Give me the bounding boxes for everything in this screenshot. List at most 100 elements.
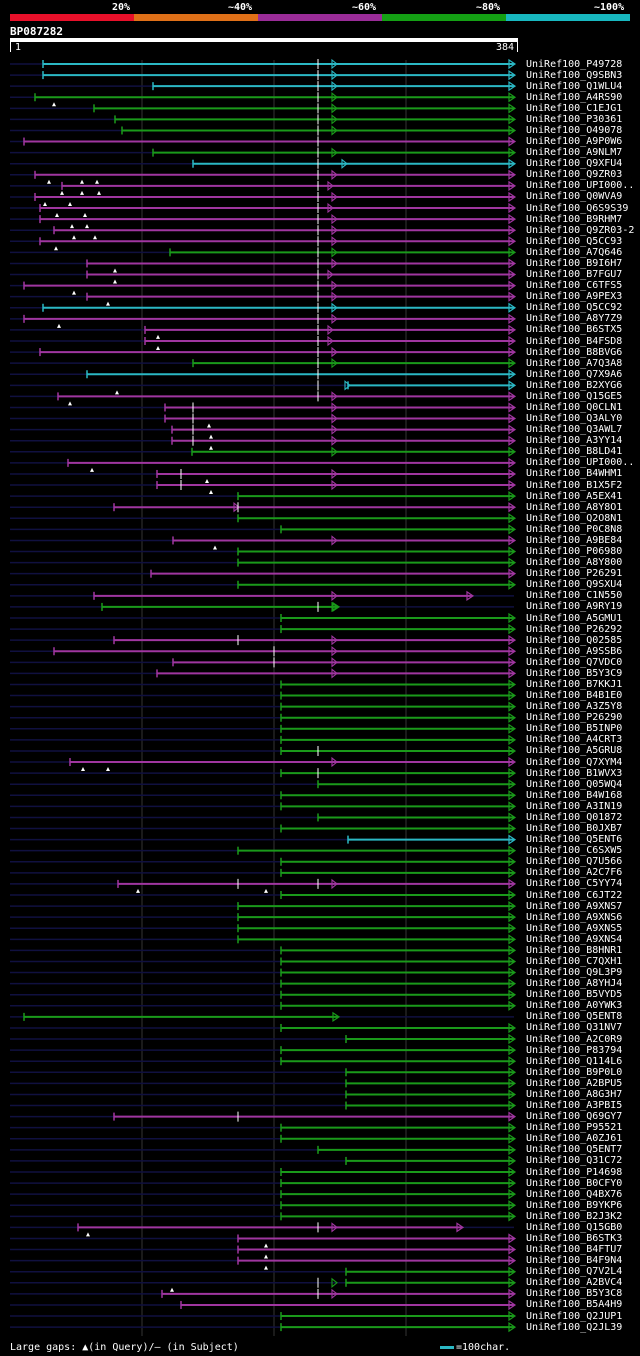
hit-label[interactable]: UniRef100_O49078 [526, 124, 623, 136]
hit-label[interactable]: UniRef100_A9XNS7 [526, 900, 623, 912]
hit-label[interactable]: UniRef100_A9NLM7 [526, 147, 623, 159]
hit-label[interactable]: UniRef100_C6JT22 [526, 889, 623, 901]
hit-label[interactable]: UniRef100_B6STK3 [526, 1232, 623, 1244]
hit-label[interactable]: UniRef100_B9YKP6 [526, 1199, 623, 1211]
hit-label[interactable]: UniRef100_B5Y3C9 [526, 667, 623, 679]
hit-label[interactable]: UniRef100_Q7VDC0 [526, 656, 623, 668]
hit-label[interactable]: UniRef100_A9P0W6 [526, 136, 623, 148]
hit-label[interactable]: UniRef100_Q7V2L4 [526, 1266, 623, 1278]
hit-label[interactable]: UniRef100_Q05WQ4 [526, 778, 623, 790]
hit-label[interactable]: UniRef100_B1WVX3 [526, 767, 623, 779]
hit-label[interactable]: UniRef100_A5GRU8 [526, 745, 623, 757]
hit-label[interactable]: UniRef100_B4W168 [526, 789, 623, 801]
hit-label[interactable]: UniRef100_Q9ZR03 [526, 169, 623, 181]
hit-label[interactable]: UniRef100_A2C7F6 [526, 867, 623, 879]
hit-label[interactable]: UniRef100_P0C8N8 [526, 523, 623, 535]
hit-label[interactable]: UniRef100_Q15GE5 [526, 390, 623, 402]
hit-label[interactable]: UniRef100_A9BE84 [526, 534, 623, 546]
hit-label[interactable]: UniRef100_A2BPU5 [526, 1077, 623, 1089]
hit-label[interactable]: UniRef100_B0JXB7 [526, 823, 623, 835]
hit-label[interactable]: UniRef100_C6SXW5 [526, 845, 623, 857]
hit-label[interactable]: UniRef100_C1EJG1 [526, 102, 623, 114]
hit-label[interactable]: UniRef100_P26292 [526, 623, 623, 635]
hit-label[interactable]: UniRef100_A5GMU1 [526, 612, 623, 624]
hit-label[interactable]: UniRef100_A8YHJ4 [526, 978, 623, 990]
hit-label[interactable]: UniRef100_A4CRT3 [526, 734, 623, 746]
hit-label[interactable]: UniRef100_Q5ENT8 [526, 1011, 623, 1023]
hit-label[interactable]: UniRef100_C7QXH1 [526, 955, 623, 967]
hit-label[interactable]: UniRef100_Q15GB0 [526, 1221, 623, 1233]
hit-label[interactable]: UniRef100_Q9ZR03-2 [526, 224, 635, 236]
hit-label[interactable]: UniRef100_A2BVC4 [526, 1277, 623, 1289]
hit-label[interactable]: UniRef100_A0YWK3 [526, 1000, 623, 1012]
hit-label[interactable]: UniRef100_P14698 [526, 1166, 623, 1178]
hit-label[interactable]: UniRef100_Q7X9A6 [526, 368, 623, 380]
hit-label[interactable]: UniRef100_C5YY74 [526, 878, 623, 890]
hit-label[interactable]: UniRef100_A3YY14 [526, 435, 623, 447]
hit-label[interactable]: UniRef100_B8LD41 [526, 446, 623, 458]
hit-label[interactable]: UniRef100_B0CFY0 [526, 1177, 623, 1189]
hit-label[interactable]: UniRef100_Q0CLN1 [526, 401, 623, 413]
hit-label[interactable]: UniRef100_Q31C72 [526, 1155, 623, 1167]
hit-label[interactable]: UniRef100_Q0WVA9 [526, 191, 623, 203]
hit-label[interactable]: UniRef100_B4B1E0 [526, 690, 623, 702]
hit-label[interactable]: UniRef100_A4RS90 [526, 91, 623, 103]
hit-label[interactable]: UniRef100_B4FSD8 [526, 335, 623, 347]
hit-label[interactable]: UniRef100_B7KKJ1 [526, 678, 623, 690]
hit-label[interactable]: UniRef100_A9XNS5 [526, 922, 623, 934]
hit-label[interactable]: UniRef100_B4F9N4 [526, 1255, 623, 1267]
hit-label[interactable]: UniRef100_Q7XYM4 [526, 756, 623, 768]
hit-label[interactable]: UniRef100_A5EX41 [526, 490, 623, 502]
hit-label[interactable]: UniRef100_A9XNS6 [526, 911, 623, 923]
hit-label[interactable]: UniRef100_B2XYG6 [526, 379, 623, 391]
hit-label[interactable]: UniRef100_Q9SBN3 [526, 69, 623, 81]
hit-label[interactable]: UniRef100_B5Y3C8 [526, 1288, 623, 1300]
hit-label[interactable]: UniRef100_P26290 [526, 712, 623, 724]
hit-label[interactable]: UniRef100_C6TFS5 [526, 280, 623, 292]
hit-label[interactable]: UniRef100_A8Y800 [526, 557, 623, 569]
hit-label[interactable]: UniRef100_B9I6H7 [526, 257, 623, 269]
hit-label[interactable]: UniRef100_A9XNS4 [526, 933, 623, 945]
hit-label[interactable]: UniRef100_Q1WLU4 [526, 80, 623, 92]
hit-label[interactable]: UniRef100_Q114L6 [526, 1055, 623, 1067]
hit-label[interactable]: UniRef100_B4WHM1 [526, 468, 623, 480]
hit-label[interactable]: UniRef100_A3Z5Y8 [526, 701, 623, 713]
hit-label[interactable]: UniRef100_Q5ENT6 [526, 834, 623, 846]
hit-label[interactable]: UniRef100_A8Y7Z9 [526, 313, 623, 325]
hit-label[interactable]: UniRef100_Q01872 [526, 811, 623, 823]
hit-label[interactable]: UniRef100_A7Q3A8 [526, 357, 623, 369]
hit-label[interactable]: UniRef100_P83794 [526, 1044, 623, 1056]
hit-label[interactable]: UniRef100_Q3ALY0 [526, 413, 623, 425]
hit-label[interactable]: UniRef100_Q3AWL7 [526, 424, 623, 436]
hit-label[interactable]: UniRef100_A9RY19 [526, 601, 623, 613]
hit-label[interactable]: UniRef100_Q4BX76 [526, 1188, 623, 1200]
hit-label[interactable]: UniRef100_A9PEX3 [526, 291, 623, 303]
hit-label[interactable]: UniRef100_P06980 [526, 546, 623, 558]
hit-label[interactable]: UniRef100_Q69GY7 [526, 1111, 623, 1123]
hit-label[interactable]: UniRef100_P49728 [526, 58, 623, 70]
hit-label[interactable]: UniRef100_Q9XFU4 [526, 158, 623, 170]
hit-label[interactable]: UniRef100_Q2O8N1 [526, 512, 623, 524]
hit-label[interactable]: UniRef100_B9P0L0 [526, 1066, 623, 1078]
hit-label[interactable]: UniRef100_Q2JUP1 [526, 1310, 623, 1322]
hit-label[interactable]: UniRef100_B1X5F2 [526, 479, 623, 491]
hit-label[interactable]: UniRef100_Q9SXU4 [526, 579, 623, 591]
hit-label[interactable]: UniRef100_Q9L3P9 [526, 967, 623, 979]
hit-label[interactable]: UniRef100_B7FGU7 [526, 269, 623, 281]
hit-label[interactable]: UniRef100_A0ZJ61 [526, 1133, 623, 1145]
hit-label[interactable]: UniRef100_B8HNR1 [526, 944, 623, 956]
hit-label[interactable]: UniRef100_B2J3K2 [526, 1210, 623, 1222]
hit-label[interactable]: UniRef100_B6STX5 [526, 324, 623, 336]
hit-label[interactable]: UniRef100_UPI000.. [526, 457, 635, 469]
hit-label[interactable]: UniRef100_Q5CC92 [526, 302, 623, 314]
hit-label[interactable]: UniRef100_A3PBI5 [526, 1100, 623, 1112]
hit-label[interactable]: UniRef100_A9SSB6 [526, 645, 623, 657]
hit-label[interactable]: UniRef100_A2C0R9 [526, 1033, 623, 1045]
hit-label[interactable]: UniRef100_B5A4H9 [526, 1299, 623, 1311]
hit-label[interactable]: UniRef100_B4FTU7 [526, 1244, 623, 1256]
hit-label[interactable]: UniRef100_B8BVG6 [526, 346, 623, 358]
hit-label[interactable]: UniRef100_Q2JL39 [526, 1321, 623, 1333]
hit-label[interactable]: UniRef100_B5INP0 [526, 723, 623, 735]
hit-label[interactable]: UniRef100_Q7U566 [526, 856, 623, 868]
hit-label[interactable]: UniRef100_P95521 [526, 1122, 623, 1134]
